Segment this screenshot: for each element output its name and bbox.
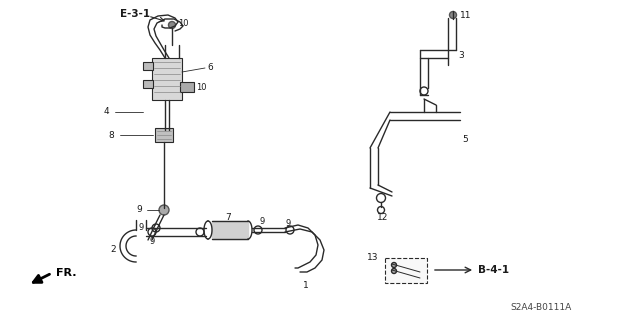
Bar [152,58,182,100]
Text: 9: 9 [150,238,156,247]
Circle shape [168,21,175,28]
Text: 9: 9 [136,205,142,214]
Text: 4: 4 [104,108,109,116]
Bar [155,128,173,142]
Text: 3: 3 [458,50,464,60]
Text: FR.: FR. [56,268,77,278]
Text: 6: 6 [207,63,212,72]
Text: S2A4-B0111A: S2A4-B0111A [510,303,572,313]
Circle shape [159,205,169,215]
Text: 2: 2 [110,246,116,255]
Text: 13: 13 [367,254,378,263]
Text: 11: 11 [460,11,472,19]
Text: 5: 5 [462,136,468,145]
Circle shape [449,11,456,19]
Text: 7: 7 [225,213,231,222]
Circle shape [392,263,397,268]
Text: E-3-1: E-3-1 [120,9,150,19]
Bar [180,82,194,92]
Text: 10: 10 [178,19,189,28]
Text: B-4-1: B-4-1 [478,265,509,275]
Text: 12: 12 [378,213,388,222]
Text: 10: 10 [196,83,207,92]
Text: 8: 8 [108,130,114,139]
Text: 9: 9 [260,218,265,226]
Text: 1: 1 [303,280,309,290]
Circle shape [392,269,397,273]
Bar [385,258,427,283]
Bar [143,62,153,70]
Text: 9: 9 [285,219,291,227]
Text: 9: 9 [139,224,144,233]
Bar [143,80,153,88]
